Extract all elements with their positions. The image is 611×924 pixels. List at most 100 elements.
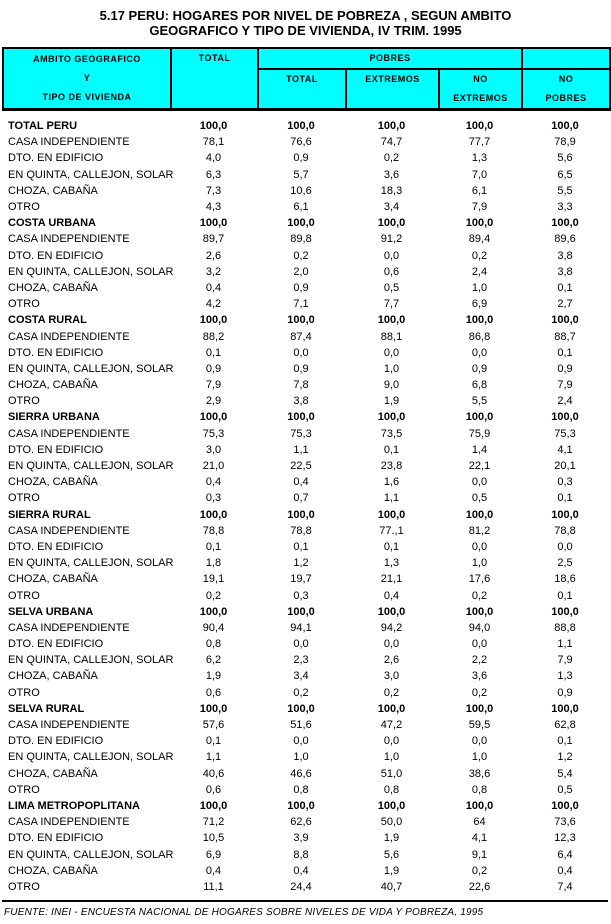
group-value-cell: 100,0 bbox=[377, 702, 406, 715]
source-note: FUENTE: INEI - ENCUESTA NACIONAL DE HOGA… bbox=[4, 907, 484, 918]
value-cell: 6,9 bbox=[205, 848, 222, 861]
value-cell: 2,6 bbox=[205, 249, 222, 262]
value-cell: 0,4 bbox=[293, 476, 309, 489]
value-cell: 2,5 bbox=[557, 557, 573, 570]
page-title: 5.17 PERU: HOGARES POR NIVEL DE POBREZA … bbox=[0, 0, 611, 38]
value-cell: 0,9 bbox=[557, 686, 573, 699]
data-row: CASA INDEPENDIENTE 78,8 78,8 77.,1 81,2 78,8 bbox=[2, 523, 609, 539]
header-ambito-geografico: AMBITO GEOGRAFICO Y TIPO DE VIVIENDA bbox=[2, 47, 172, 111]
group-value-cell: 100,0 bbox=[551, 702, 579, 715]
value-cell: 1,2 bbox=[557, 751, 573, 764]
value-cell: 2,4 bbox=[471, 265, 488, 278]
group-value-cell: 100,0 bbox=[377, 605, 406, 618]
value-cell: 5,5 bbox=[557, 184, 573, 197]
value-cell: 57,6 bbox=[202, 719, 225, 732]
value-cell: 0,0 bbox=[383, 249, 400, 262]
value-cell: 77,7 bbox=[468, 136, 491, 149]
value-cell: 12,3 bbox=[554, 832, 576, 845]
row-label: EN QUINTA, CALLEJON, SOLAR bbox=[8, 654, 174, 667]
value-cell: 18,6 bbox=[554, 573, 576, 586]
group-value-cell: 100,0 bbox=[377, 411, 406, 424]
data-row: EN QUINTA, CALLEJON, SOLAR 6,3 5,7 3,6 7,0 6,… bbox=[2, 167, 609, 183]
value-cell: 78,8 bbox=[202, 524, 225, 537]
row-label: CASA INDEPENDIENTE bbox=[8, 427, 130, 440]
group-value-cell: 100,0 bbox=[551, 799, 579, 812]
group-value-cell: 100,0 bbox=[551, 508, 579, 521]
value-cell: 94,1 bbox=[290, 621, 312, 634]
data-row: DTO. EN EDIFICIO 0,1 0,1 0,1 0,0 0,0 bbox=[2, 539, 609, 555]
data-row: CHOZA, CABAÑA 0,4 0,4 1,6 0,0 0,3 bbox=[2, 474, 609, 490]
data-row: EN QUINTA, CALLEJON, SOLAR 21,0 22,5 23,8 22… bbox=[2, 458, 609, 474]
value-cell: 0,7 bbox=[293, 492, 309, 505]
value-cell: 22,1 bbox=[468, 460, 491, 473]
group-value-cell: 100,0 bbox=[199, 605, 228, 618]
value-cell: 10,5 bbox=[202, 832, 225, 845]
value-cell: 88,1 bbox=[380, 330, 403, 343]
row-label: EN QUINTA, CALLEJON, SOLAR bbox=[8, 362, 174, 375]
row-label: DTO. EN EDIFICIO bbox=[8, 638, 104, 651]
value-cell: 0,1 bbox=[383, 443, 400, 456]
value-cell: 0,5 bbox=[471, 492, 488, 505]
value-cell: 6,4 bbox=[557, 848, 573, 861]
value-cell: 0,0 bbox=[557, 540, 573, 553]
value-cell: 0,4 bbox=[557, 864, 573, 877]
value-cell: 6,5 bbox=[557, 168, 573, 181]
value-cell: 0,0 bbox=[383, 638, 400, 651]
value-cell: 4,1 bbox=[471, 832, 488, 845]
data-row: EN QUINTA, CALLEJON, SOLAR 1,1 1,0 1,0 1,0 1,… bbox=[2, 749, 609, 765]
value-cell: 7,4 bbox=[557, 880, 573, 893]
value-cell: 0,1 bbox=[205, 735, 222, 748]
data-row: EN QUINTA, CALLEJON, SOLAR 1,8 1,2 1,3 1,0 2,… bbox=[2, 555, 609, 571]
row-label: OTRO bbox=[8, 686, 40, 699]
value-cell: 40,6 bbox=[202, 767, 225, 780]
value-cell: 75,3 bbox=[290, 427, 312, 440]
value-cell: 38,6 bbox=[468, 767, 491, 780]
value-cell: 0,0 bbox=[293, 735, 309, 748]
value-cell: 75,9 bbox=[468, 427, 491, 440]
group-value-cell: 100,0 bbox=[465, 411, 494, 424]
row-label: CHOZA, CABAÑA bbox=[8, 864, 98, 877]
row-label: DTO. EN EDIFICIO bbox=[8, 735, 104, 748]
group-value-cell: 100,0 bbox=[551, 314, 579, 327]
value-cell: 1,0 bbox=[471, 751, 488, 764]
group-row: SIERRA RURAL 100,0 100,0 100,0 100,0 100,0 bbox=[2, 507, 609, 523]
value-cell: 1,3 bbox=[383, 557, 400, 570]
data-row: CASA INDEPENDIENTE 57,6 51,6 47,2 59,5 62,8 bbox=[2, 717, 609, 733]
value-cell: 24,4 bbox=[290, 880, 312, 893]
value-cell: 78,9 bbox=[554, 136, 576, 149]
value-cell: 0,4 bbox=[293, 864, 309, 877]
value-cell: 4,3 bbox=[205, 201, 222, 214]
row-label: EN QUINTA, CALLEJON, SOLAR bbox=[8, 557, 174, 570]
value-cell: 7,9 bbox=[557, 654, 573, 667]
row-label: EN QUINTA, CALLEJON, SOLAR bbox=[8, 751, 174, 764]
value-cell: 22,6 bbox=[468, 880, 491, 893]
table-body: TOTAL PERU 100,0 100,0 100,0 100,0 100,0 CASA … bbox=[2, 118, 609, 895]
value-cell: 2,9 bbox=[205, 395, 222, 408]
value-cell: 0,1 bbox=[205, 540, 222, 553]
value-cell: 62,6 bbox=[290, 816, 312, 829]
value-cell: 3,0 bbox=[205, 443, 222, 456]
group-value-cell: 100,0 bbox=[287, 702, 315, 715]
data-row: OTRO 0,2 0,3 0,4 0,2 0,1 bbox=[2, 587, 609, 603]
row-label: EN QUINTA, CALLEJON, SOLAR bbox=[8, 168, 174, 181]
header-pobres: POBRES bbox=[256, 47, 524, 70]
value-cell: 1,1 bbox=[293, 443, 309, 456]
value-cell: 74,7 bbox=[380, 136, 403, 149]
value-cell: 73,6 bbox=[554, 816, 576, 829]
value-cell: 0,8 bbox=[293, 783, 309, 796]
value-cell: 2,4 bbox=[557, 395, 573, 408]
value-cell: 19,7 bbox=[290, 573, 312, 586]
value-cell: 0,1 bbox=[557, 589, 573, 602]
value-cell: 5,6 bbox=[557, 152, 573, 165]
group-value-cell: 100,0 bbox=[287, 120, 315, 133]
row-label: OTRO bbox=[8, 298, 40, 311]
value-cell: 87,4 bbox=[290, 330, 312, 343]
group-value-cell: 100,0 bbox=[551, 605, 579, 618]
group-value-cell: 100,0 bbox=[199, 411, 228, 424]
value-cell: 1,2 bbox=[293, 557, 309, 570]
value-cell: 0,2 bbox=[471, 589, 488, 602]
row-label: CASA INDEPENDIENTE bbox=[8, 330, 130, 343]
row-label: OTRO bbox=[8, 201, 40, 214]
row-label: CHOZA, CABAÑA bbox=[8, 573, 98, 586]
group-label: TOTAL PERU bbox=[8, 120, 78, 133]
